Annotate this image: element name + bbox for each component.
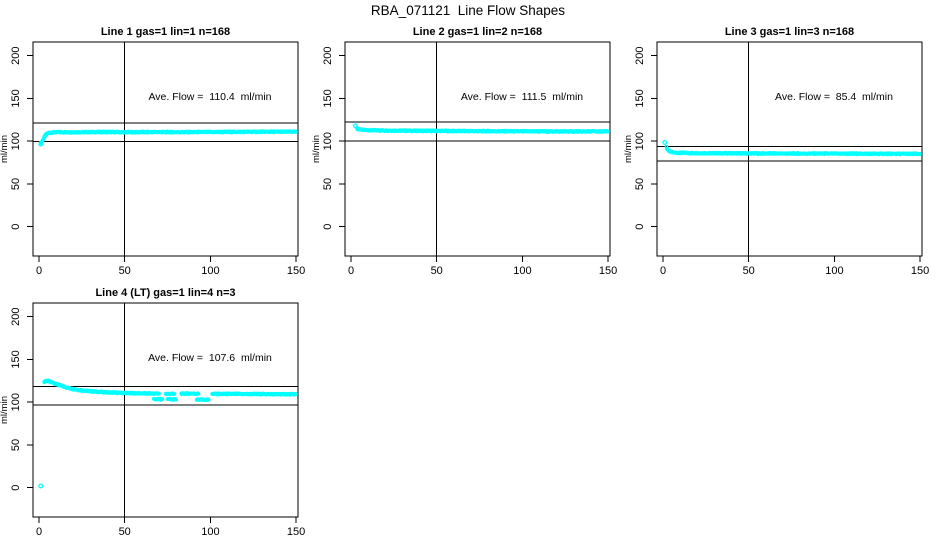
- panel-3-ave-flow-label: Ave. Flow = 85.4 ml/min: [775, 91, 893, 103]
- y-tick-label: 150: [10, 89, 22, 107]
- x-tick-label: 150: [287, 265, 305, 277]
- x-tick-label: 0: [36, 526, 42, 538]
- x-tick-label: 50: [431, 265, 443, 277]
- x-tick-label: 50: [743, 265, 755, 277]
- y-tick-label: 200: [322, 47, 334, 65]
- y-tick-label: 0: [634, 224, 646, 230]
- x-axis: 0 50 100 150: [348, 256, 617, 277]
- x-tick-label: 100: [201, 526, 219, 538]
- figure-title: RBA_071121 Line Flow Shapes: [370, 3, 566, 18]
- plot-box: [32, 41, 299, 257]
- y-tick-label: 0: [10, 224, 22, 230]
- panel-2-ave-flow-label: Ave. Flow = 111.5 ml/min: [460, 91, 584, 103]
- x-tick-label: 50: [119, 526, 131, 538]
- x-tick-label: 0: [36, 265, 42, 277]
- y-tick-label: 150: [10, 350, 22, 368]
- plot-box: [32, 302, 299, 518]
- x-tick-label: 0: [660, 265, 666, 277]
- panel-1-plot: 0 50 100 150 0 50 100 150 200 ml/min: [0, 41, 305, 277]
- x-axis: 0 50 100 150: [660, 256, 929, 277]
- panel-line-3: 0 50 100 150 0 50 100 150 200 ml/min Line 3 gas=1…: [624, 25, 936, 279]
- y-axis: 0 50 100 150 200: [10, 308, 33, 491]
- x-tick-label: 150: [911, 265, 929, 277]
- panel-1-ave-flow-label: Ave. Flow = 110.4 ml/min: [148, 91, 272, 103]
- x-tick-label: 100: [513, 265, 531, 277]
- panel-line-1: 0 50 100 150 0 50 100 150 200 ml/min Line 1 gas=1…: [0, 25, 312, 279]
- y-tick-label: 0: [322, 224, 334, 230]
- y-tick-label: 100: [322, 132, 334, 150]
- y-axis-title: ml/min: [0, 135, 10, 163]
- data-series: [352, 123, 611, 134]
- plot-box: [344, 41, 611, 257]
- data-series: [38, 129, 299, 147]
- y-tick-label: 0: [10, 485, 22, 491]
- y-tick-label: 50: [10, 439, 22, 451]
- panel-4-plot: 0 50 100 150 0 50 100 150 200 ml/min: [0, 302, 305, 538]
- y-axis: 0 50 100 150 200: [10, 47, 33, 230]
- panel-2-title: Line 2 gas=1 lin=2 n=168: [412, 26, 543, 38]
- y-tick-label: 50: [10, 178, 22, 190]
- y-tick-label: 50: [322, 178, 334, 190]
- panel-2-plot: 0 50 100 150 0 50 100 150 200 ml/min: [312, 41, 617, 277]
- x-axis: 0 50 100 150: [36, 517, 305, 538]
- data-series: [38, 378, 299, 489]
- panel-3-plot: 0 50 100 150 0 50 100 150 200 ml/min: [624, 41, 929, 277]
- y-axis: 0 50 100 150 200: [322, 47, 345, 230]
- panel-line-4: 0 50 100 150 0 50 100 150 200 ml/min Line 4 (LT) …: [0, 286, 312, 540]
- x-tick-label: 150: [287, 526, 305, 538]
- panel-4-ave-flow-label: Ave. Flow = 107.6 ml/min: [148, 352, 272, 364]
- y-axis-title: ml/min: [0, 396, 10, 424]
- x-tick-label: 0: [348, 265, 354, 277]
- y-tick-label: 200: [10, 47, 22, 65]
- data-series: [662, 140, 923, 157]
- y-axis: 0 50 100 150 200: [634, 47, 657, 230]
- panel-4-title: Line 4 (LT) gas=1 lin=4 n=3: [95, 287, 236, 299]
- x-tick-label: 150: [599, 265, 617, 277]
- y-tick-label: 100: [10, 132, 22, 150]
- y-tick-label: 150: [634, 89, 646, 107]
- y-axis-title: ml/min: [312, 135, 322, 163]
- y-tick-label: 150: [322, 89, 334, 107]
- y-tick-label: 50: [634, 178, 646, 190]
- y-tick-label: 200: [10, 308, 22, 326]
- y-axis-title: ml/min: [624, 135, 634, 163]
- x-axis: 0 50 100 150: [36, 256, 305, 277]
- x-tick-label: 100: [201, 265, 219, 277]
- y-tick-label: 100: [634, 132, 646, 150]
- plot-box: [656, 41, 923, 257]
- x-tick-label: 100: [825, 265, 843, 277]
- y-tick-label: 100: [10, 393, 22, 411]
- panel-1-title: Line 1 gas=1 lin=1 n=168: [100, 26, 231, 38]
- panel-3-title: Line 3 gas=1 lin=3 n=168: [724, 26, 855, 38]
- panel-line-2: 0 50 100 150 0 50 100 150 200 ml/min Line 2 gas=1…: [312, 25, 624, 279]
- x-tick-label: 50: [119, 265, 131, 277]
- y-tick-label: 200: [634, 47, 646, 65]
